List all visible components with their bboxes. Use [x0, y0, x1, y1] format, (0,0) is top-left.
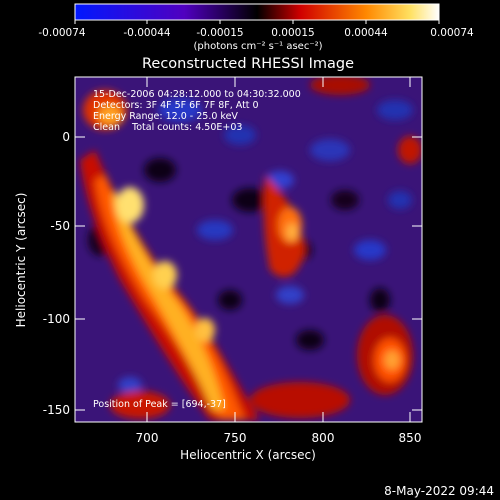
colorbar-tick-label: -0.00074	[38, 27, 86, 39]
y-tick-label: 0	[62, 130, 70, 144]
colorbar-units: (photons cm⁻² s⁻¹ asec⁻²)	[193, 41, 322, 52]
annotation-detectors: Detectors: 3F 4F 5F 6F 7F 8F, Att 0	[93, 100, 259, 111]
y-axis-ticks	[75, 136, 422, 411]
y-axis-label: Heliocentric Y (arcsec)	[14, 193, 28, 328]
annotation-clean-counts: Clean Total counts: 4.50E+03	[93, 122, 242, 133]
colorbar-tick-label: 0.00044	[344, 27, 388, 39]
rhessi-image	[75, 77, 422, 422]
plot-title: Reconstructed RHESSI Image	[142, 56, 354, 72]
colorbar-tick-label: -0.00015	[196, 27, 243, 39]
footer-timestamp: 8-May-2022 09:44	[384, 484, 494, 498]
annotation-time-range: 15-Dec-2006 04:28:12.000 to 04:30:32.000	[93, 89, 301, 100]
y-tick-label: -50	[50, 219, 70, 233]
annotation-energy-range: Energy Range: 12.0 - 25.0 keV	[93, 111, 238, 122]
x-tick-label: 800	[312, 431, 335, 445]
colorbar-ticks	[74, 20, 440, 24]
x-axis-label: Heliocentric X (arcsec)	[180, 448, 316, 462]
annotation-peak-position: Position of Peak = [694,-37]	[93, 399, 226, 410]
x-tick-label: 750	[224, 431, 247, 445]
colorbar-tick-label: -0.00044	[123, 27, 171, 39]
x-tick-label: 700	[136, 431, 159, 445]
y-tick-label: -150	[43, 403, 70, 417]
colorbar-tick-label: 0.00074	[430, 27, 474, 39]
x-axis-ticks	[146, 77, 411, 422]
colorbar	[74, 3, 440, 21]
image-frame	[74, 76, 423, 423]
colorbar-tick-label: 0.00015	[271, 27, 314, 39]
y-tick-label: -100	[43, 312, 70, 326]
x-tick-label: 850	[399, 431, 422, 445]
